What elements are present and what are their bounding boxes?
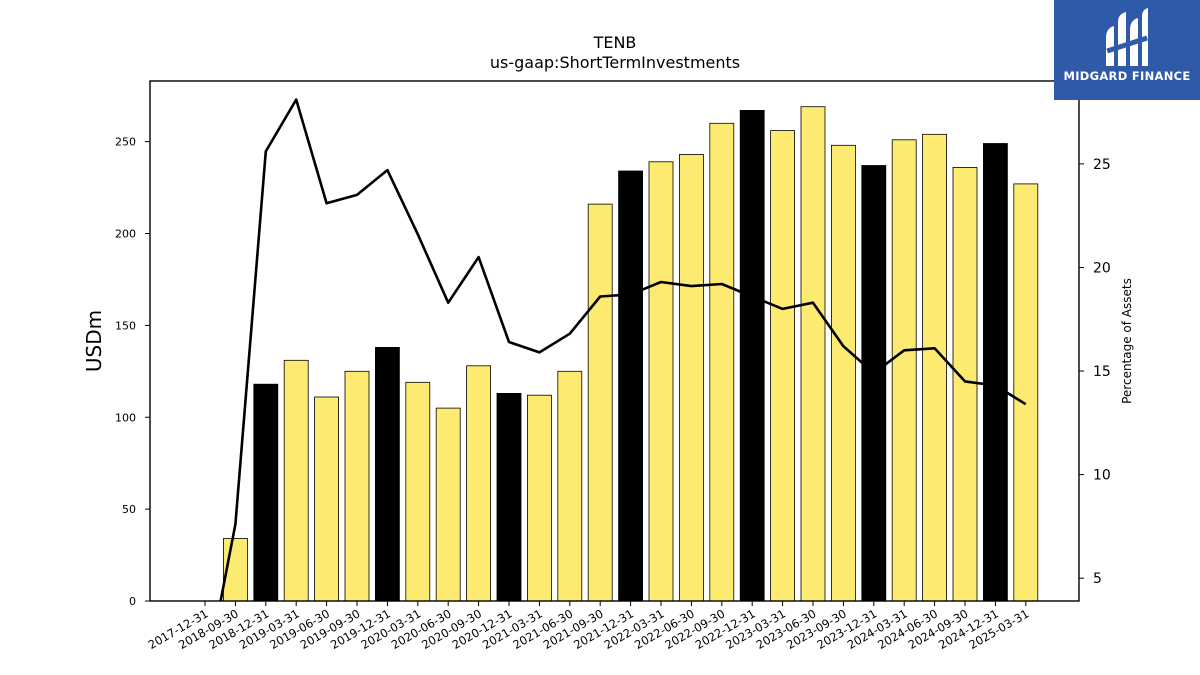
bar-2019-12-31 (374, 346, 400, 602)
chart-subtitle: us-gaap:ShortTermInvestments (490, 53, 740, 72)
bar-2020-03-31 (405, 381, 431, 602)
bar-2024-12-31 (983, 143, 1008, 602)
y-tick-label: 0 (129, 595, 136, 608)
bar-2022-12-31 (739, 110, 765, 602)
bar-2025-03-31 (1013, 183, 1039, 602)
bar-2024-03-31 (891, 139, 917, 602)
y-axis-label: USDm (82, 310, 106, 372)
bar-2022-09-30 (709, 122, 735, 602)
bar-2019-09-30 (344, 370, 370, 602)
bar-2019-03-31 (283, 359, 309, 602)
chart-title: TENB (593, 33, 637, 52)
bar-2023-06-30 (800, 106, 826, 602)
y2-tick-label: 5 (1093, 571, 1102, 587)
y2-axis-label: Percentage of Assets (1120, 278, 1134, 404)
y-tick-label: 50 (122, 503, 136, 516)
bar-2024-06-30 (922, 133, 947, 602)
line-layer (219, 98, 1027, 601)
bar-2021-06-30 (557, 370, 583, 602)
bar-2022-06-30 (679, 154, 704, 602)
bar-2020-06-30 (435, 407, 461, 602)
bar-2020-12-31 (496, 392, 522, 602)
y-tick-label: 100 (115, 411, 136, 424)
bar-2019-06-30 (314, 396, 340, 602)
bar-2024-09-30 (952, 166, 978, 602)
y2-tick-label: 20 (1093, 260, 1111, 276)
bar-2023-12-31 (861, 165, 887, 602)
brand-logo: MIDGARD FINANCE (1054, 0, 1200, 100)
pct-assets-line (219, 98, 1027, 601)
bar-2021-09-30 (587, 203, 613, 602)
y2-tick-label: 15 (1093, 364, 1111, 380)
plot-frame (149, 80, 1080, 602)
bars-layer (222, 106, 1039, 602)
bar-2018-12-31 (253, 383, 279, 602)
bar-2023-09-30 (831, 144, 856, 602)
bar-2021-03-31 (527, 394, 552, 602)
bar-2021-12-31 (618, 170, 643, 602)
y2-tick-label: 25 (1093, 157, 1111, 173)
brand-name: MIDGARD FINANCE (1063, 69, 1191, 83)
midgard-logo-icon (1106, 8, 1148, 66)
bar-2022-03-31 (648, 161, 674, 602)
y-tick-label: 250 (115, 136, 136, 149)
bar-2020-09-30 (466, 365, 492, 602)
bar-2023-03-31 (770, 130, 795, 602)
y-tick-label: 150 (115, 319, 136, 332)
y-tick-label: 200 (115, 228, 136, 241)
y2-tick-label: 10 (1093, 468, 1111, 484)
